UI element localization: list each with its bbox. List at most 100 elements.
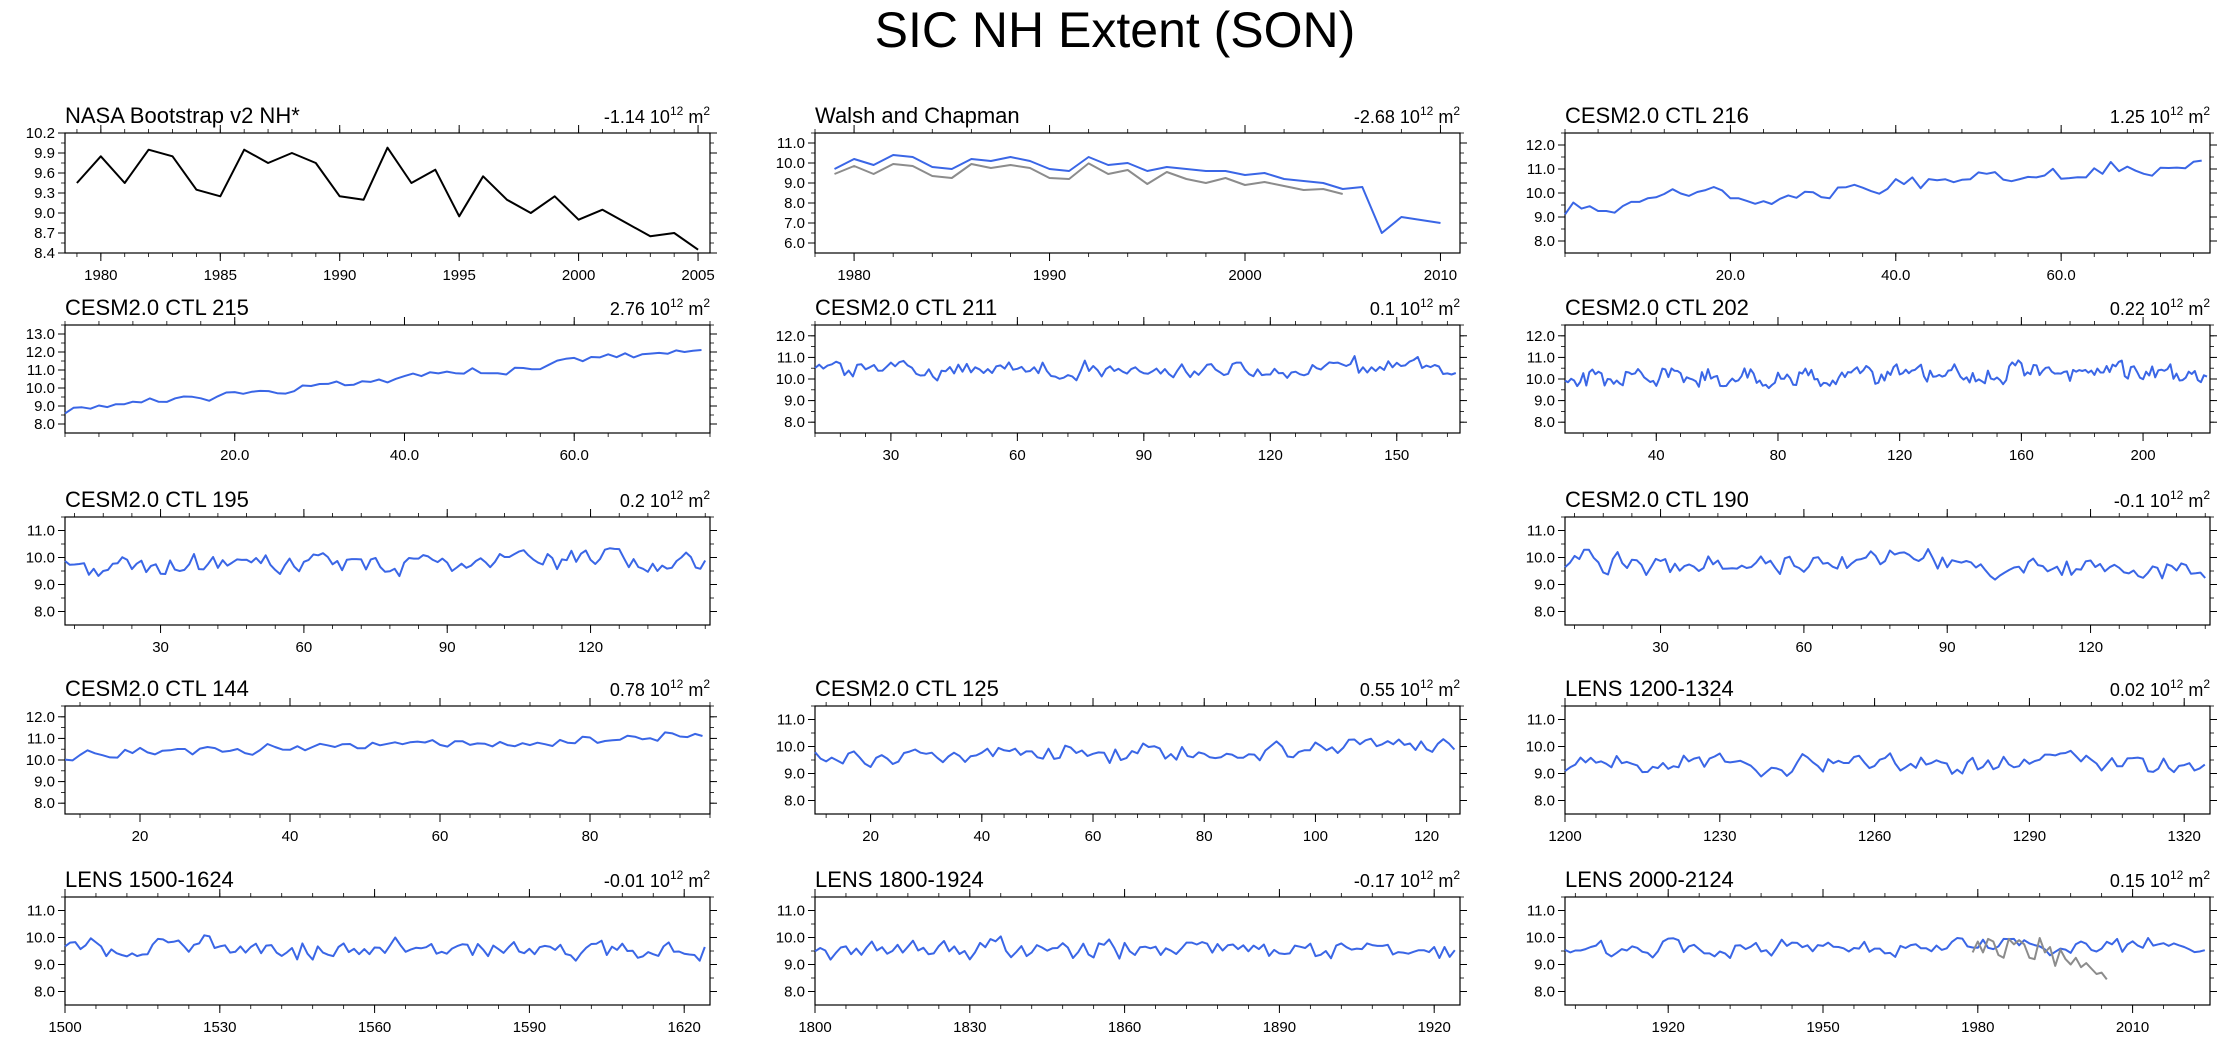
x-tick-label: 90	[439, 639, 456, 656]
series-line	[814, 935, 1456, 961]
x-tick-label: 60.0	[560, 447, 589, 464]
series-line	[1564, 159, 2202, 215]
panel-3: CESM2.0 CTL 216 1.25 1012 m2 8.0 9.0 10.0 11.…	[1526, 103, 2217, 284]
trend-label: 0.22 1012 m2	[2110, 296, 2210, 319]
plot-frame	[1564, 132, 2211, 254]
x-tick-label: 1920	[1418, 1019, 1451, 1036]
series-line	[64, 349, 702, 415]
x-tick-label: 60	[432, 828, 449, 845]
y-tick-label: 10.0	[26, 930, 55, 947]
x-tick-label: 2005	[681, 267, 714, 284]
series-line	[814, 737, 1456, 768]
panel-9: CESM2.0 CTL 144 0.78 1012 m2 8.0 9.0 10.0 11.…	[26, 676, 717, 845]
y-tick-label: 9.0	[34, 577, 55, 594]
panel-title: LENS 1200-1324	[1565, 676, 1734, 701]
x-tick-label: 1260	[1858, 828, 1891, 845]
panel-title: LENS 1500-1624	[65, 867, 234, 892]
x-tick-label: 1230	[1703, 828, 1736, 845]
y-tick-label: 8.0	[784, 793, 805, 810]
y-tick-label: 6.0	[784, 235, 805, 252]
y-tick-label: 11.0	[27, 730, 55, 747]
series-line	[64, 731, 703, 762]
plot-frame	[64, 324, 711, 434]
panel-7: CESM2.0 CTL 195 0.2 1012 m2 8.0 9.0 10.0 11.0…	[26, 487, 717, 656]
x-tick-label: 20.0	[220, 447, 249, 464]
plot-frame	[64, 705, 711, 815]
y-tick-label: 9.0	[1534, 766, 1555, 783]
panel-title: CESM2.0 CTL 125	[815, 676, 999, 701]
y-tick-label: 10.0	[1526, 550, 1555, 567]
trend-label: 1.25 1012 m2	[2110, 104, 2210, 127]
x-tick-label: 150	[1384, 447, 1409, 464]
x-tick-label: 20	[862, 828, 879, 845]
x-tick-label: 1830	[953, 1019, 986, 1036]
y-tick-label: 9.0	[784, 175, 805, 192]
y-tick-label: 10.0	[26, 380, 55, 397]
y-tick-label: 9.0	[784, 766, 805, 783]
trend-label: -1.14 1012 m2	[604, 104, 710, 127]
panel-10: CESM2.0 CTL 125 0.55 1012 m2 8.0 9.0 10.0 11.…	[776, 676, 1467, 845]
x-tick-label: 120	[1414, 828, 1439, 845]
x-tick-label: 30	[152, 639, 169, 656]
x-tick-label: 1530	[203, 1019, 236, 1036]
y-tick-label: 8.0	[1534, 604, 1555, 621]
y-tick-label: 8.0	[1534, 793, 1555, 810]
trend-label: 2.76 1012 m2	[610, 296, 710, 319]
y-tick-label: 8.0	[34, 795, 55, 812]
x-tick-label: 20	[132, 828, 149, 845]
y-tick-label: 9.0	[784, 393, 805, 410]
y-tick-label: 11.0	[27, 362, 55, 379]
x-tick-label: 80	[1196, 828, 1213, 845]
trend-label: 0.1 1012 m2	[1370, 296, 1460, 319]
y-tick-label: 11.0	[1527, 903, 1555, 920]
trend-label: -0.17 1012 m2	[1354, 868, 1460, 891]
y-tick-label: 10.0	[26, 550, 55, 567]
series-line	[834, 162, 1343, 195]
series-line	[1564, 359, 2208, 390]
y-tick-label: 10.0	[1526, 371, 1555, 388]
panel-title: NASA Bootstrap v2 NH*	[65, 103, 300, 128]
x-tick-label: 1985	[204, 267, 237, 284]
x-tick-label: 1500	[48, 1019, 81, 1036]
y-tick-label: 9.3	[34, 185, 55, 202]
y-tick-label: 11.0	[27, 903, 55, 920]
x-tick-label: 40	[973, 828, 990, 845]
panel-11: LENS 1200-1324 0.02 1012 m2 8.0 9.0 10.0 11.0…	[1526, 676, 2217, 845]
x-tick-label: 160	[2009, 447, 2034, 464]
x-tick-label: 2010	[1424, 267, 1457, 284]
panel-14: LENS 2000-2124 0.15 1012 m2 8.0 9.0 10.0 11.0…	[1526, 867, 2217, 1036]
y-tick-label: 11.0	[777, 349, 805, 366]
trend-label: -0.01 1012 m2	[604, 868, 710, 891]
series-line	[814, 355, 1457, 382]
plot-frame	[814, 705, 1461, 815]
y-tick-label: 9.0	[34, 957, 55, 974]
y-tick-label: 8.0	[1534, 984, 1555, 1001]
x-tick-label: 120	[1258, 447, 1283, 464]
x-tick-label: 60.0	[2047, 267, 2076, 284]
x-tick-label: 1200	[1548, 828, 1581, 845]
plot-frame	[64, 132, 711, 254]
panel-title: LENS 2000-2124	[1565, 867, 1734, 892]
y-tick-label: 11.0	[1527, 161, 1555, 178]
y-tick-label: 11.0	[27, 523, 55, 540]
y-tick-label: 11.0	[777, 712, 805, 729]
x-tick-label: 2000	[562, 267, 595, 284]
panel-6: CESM2.0 CTL 202 0.22 1012 m2 8.0 9.0 10.0 11.…	[1526, 295, 2217, 464]
panel-8: CESM2.0 CTL 190 -0.1 1012 m2 8.0 9.0 10.0 11.…	[1526, 487, 2217, 656]
panel-title: CESM2.0 CTL 144	[65, 676, 249, 701]
x-tick-label: 1320	[2168, 828, 2201, 845]
x-tick-label: 40.0	[1881, 267, 1910, 284]
y-tick-label: 12.0	[1526, 328, 1555, 345]
x-tick-label: 1620	[668, 1019, 701, 1036]
panel-title: CESM2.0 CTL 215	[65, 295, 249, 320]
y-tick-label: 9.0	[784, 957, 805, 974]
series-line	[64, 934, 706, 962]
x-tick-label: 1990	[323, 267, 356, 284]
plot-frame	[1564, 324, 2211, 434]
x-tick-label: 60	[1085, 828, 1102, 845]
y-tick-label: 10.2	[26, 125, 55, 142]
series-line	[76, 146, 699, 251]
x-tick-label: 200	[2131, 447, 2156, 464]
panel-4: CESM2.0 CTL 215 2.76 1012 m2 8.09.010.011.…	[26, 295, 717, 464]
